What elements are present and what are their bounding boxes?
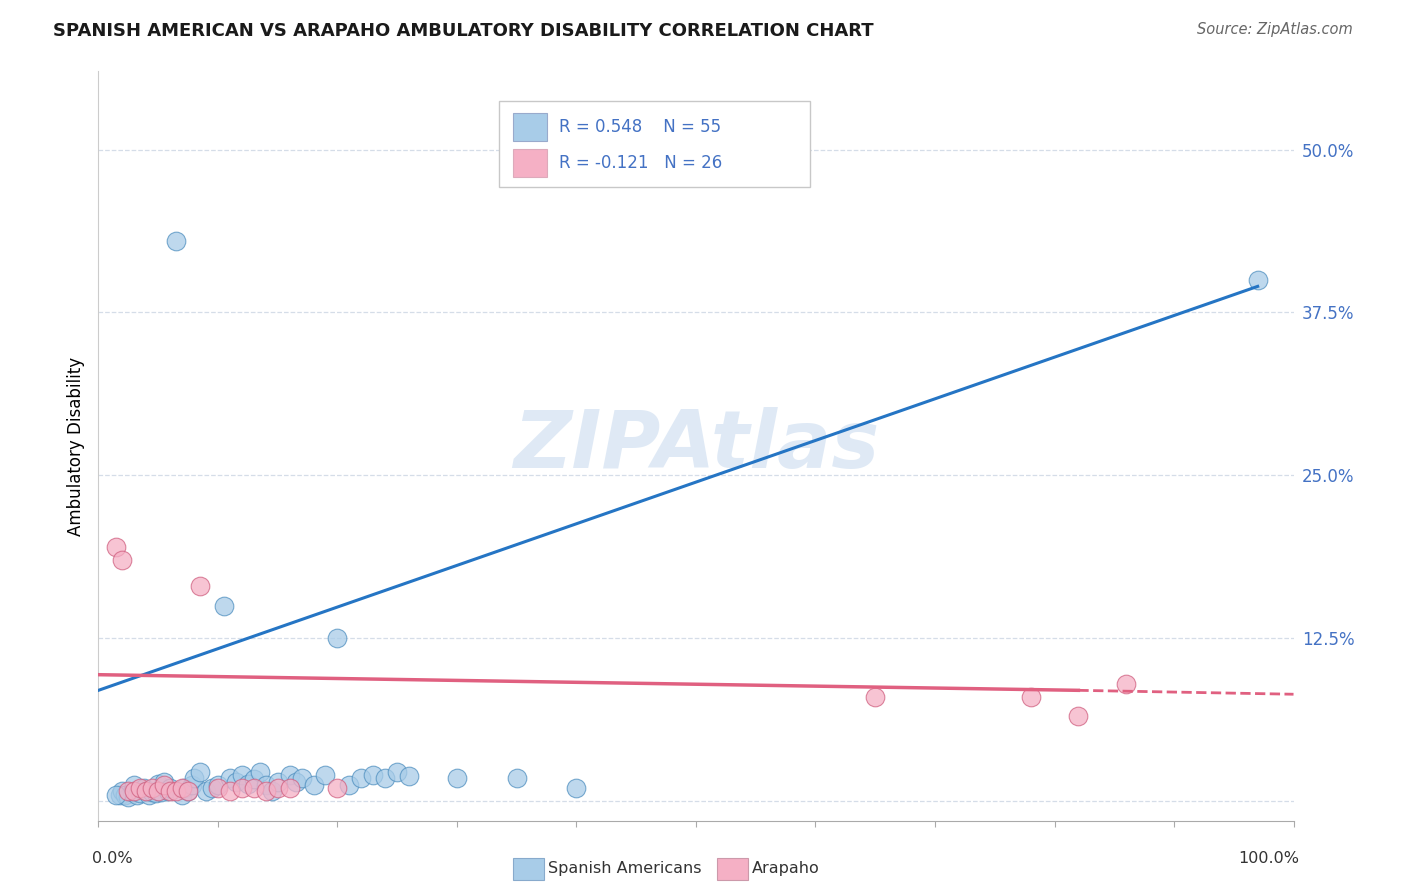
Point — [180, 779, 202, 793]
Point — [339, 779, 361, 793]
Point — [141, 785, 163, 799]
Y-axis label: Ambulatory Disability: Ambulatory Disability — [66, 357, 84, 535]
Text: R = -0.121   N = 26: R = -0.121 N = 26 — [558, 153, 721, 172]
Point — [374, 771, 396, 785]
Point — [124, 779, 146, 793]
Point — [302, 779, 325, 793]
Text: Source: ZipAtlas.com: Source: ZipAtlas.com — [1197, 22, 1353, 37]
Point — [117, 783, 139, 797]
Point — [207, 780, 229, 795]
Point — [326, 780, 349, 795]
Point — [350, 771, 373, 785]
Point — [267, 774, 290, 789]
Bar — [513, 112, 547, 141]
Point — [231, 780, 253, 795]
Point — [278, 768, 301, 782]
Point — [165, 783, 187, 797]
Point — [149, 785, 172, 799]
Point — [177, 783, 200, 797]
Point — [260, 783, 283, 797]
Point — [243, 772, 266, 786]
Point — [219, 783, 242, 797]
Point — [156, 783, 179, 797]
Point — [135, 783, 157, 797]
Text: Arapaho: Arapaho — [752, 862, 820, 876]
Point — [1247, 273, 1270, 287]
Point — [135, 783, 157, 797]
Text: Spanish Americans: Spanish Americans — [548, 862, 702, 876]
Point — [326, 631, 349, 645]
Point — [1115, 677, 1137, 691]
Point — [315, 768, 337, 782]
Point — [212, 599, 235, 613]
Point — [225, 774, 247, 789]
Point — [254, 779, 277, 793]
Point — [1067, 709, 1090, 723]
Point — [121, 785, 143, 799]
Point — [173, 780, 195, 795]
Point — [183, 771, 205, 785]
Text: 0.0%: 0.0% — [93, 851, 134, 865]
Point — [172, 780, 194, 795]
Point — [129, 780, 152, 795]
Point — [111, 783, 134, 797]
Point — [108, 788, 131, 802]
Point — [124, 783, 146, 797]
Point — [236, 777, 259, 791]
Point — [138, 788, 160, 802]
Point — [565, 780, 588, 795]
Point — [291, 771, 314, 785]
Text: ZIPAtlas: ZIPAtlas — [513, 407, 879, 485]
Point — [105, 788, 128, 802]
Text: 100.0%: 100.0% — [1239, 851, 1299, 865]
Point — [148, 783, 170, 797]
Point — [153, 779, 176, 793]
Text: R = 0.548    N = 55: R = 0.548 N = 55 — [558, 118, 721, 136]
Point — [231, 768, 253, 782]
Point — [188, 579, 211, 593]
Bar — [513, 149, 547, 177]
Point — [865, 690, 887, 704]
FancyBboxPatch shape — [499, 102, 810, 187]
Point — [132, 780, 155, 795]
Point — [114, 788, 136, 802]
Point — [148, 777, 170, 791]
Point — [145, 786, 167, 800]
Point — [177, 783, 200, 797]
Point — [141, 780, 163, 795]
Point — [243, 780, 266, 795]
Point — [207, 779, 229, 793]
Point — [125, 788, 148, 802]
Point — [188, 765, 211, 780]
Point — [165, 234, 187, 248]
Point — [363, 768, 385, 782]
Text: SPANISH AMERICAN VS ARAPAHO AMBULATORY DISABILITY CORRELATION CHART: SPANISH AMERICAN VS ARAPAHO AMBULATORY D… — [53, 22, 875, 40]
Point — [284, 774, 307, 789]
Point — [159, 780, 181, 795]
Point — [249, 765, 271, 780]
Point — [201, 780, 224, 795]
Point — [267, 780, 290, 795]
Point — [195, 783, 218, 797]
Point — [172, 788, 194, 802]
Point — [1019, 690, 1042, 704]
Point — [105, 540, 128, 554]
Point — [446, 771, 468, 785]
Point — [398, 769, 420, 783]
Point — [278, 780, 301, 795]
Point — [117, 790, 139, 805]
Point — [153, 774, 176, 789]
Point — [129, 786, 152, 800]
Point — [111, 553, 134, 567]
Point — [159, 783, 181, 797]
Point — [254, 783, 277, 797]
Point — [385, 765, 409, 780]
Point — [506, 771, 529, 785]
Point — [219, 771, 242, 785]
